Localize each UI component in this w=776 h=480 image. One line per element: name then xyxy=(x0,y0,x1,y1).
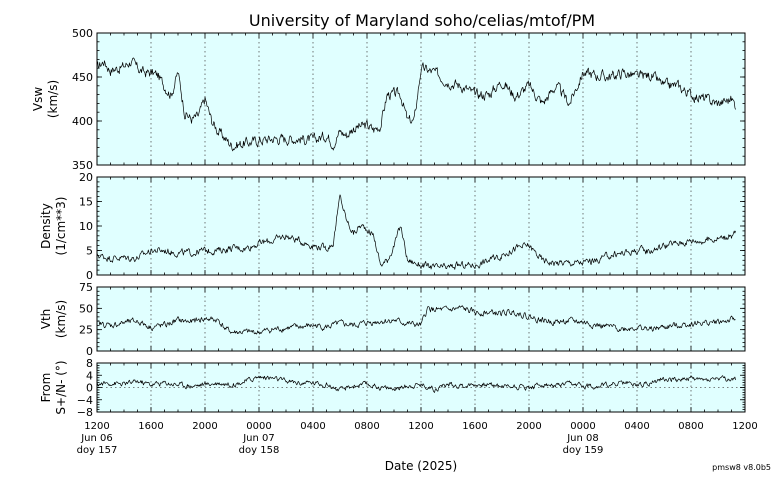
y-tick-label: −4 xyxy=(77,394,93,407)
y-axis-label-line: (km/s) xyxy=(54,300,68,338)
x-tick-label: 2000 xyxy=(516,421,541,432)
y-axis-label: Density(1/cm**3) xyxy=(39,197,68,256)
x-tick-label: 1600 xyxy=(138,421,163,432)
y-tick-label: 50 xyxy=(79,302,93,315)
panel-vsw: 350 400 450 500 Vsw(km/s) xyxy=(31,27,746,172)
x-tick-sublabel: doy 157 xyxy=(77,445,118,456)
x-tick-label: 0400 xyxy=(300,421,325,432)
y-tick-label: 25 xyxy=(79,324,93,337)
panel-vth: 0 25 50 75 Vth(km/s) xyxy=(39,281,746,358)
data-trace-from xyxy=(96,375,736,393)
y-tick-label: 350 xyxy=(72,159,93,172)
x-tick-label: 1200 xyxy=(84,421,109,432)
x-axis-label: Date (2025) xyxy=(385,459,457,473)
y-axis-label-line: (km/s) xyxy=(46,80,60,118)
x-tick-label: 0000 xyxy=(570,421,595,432)
y-tick-label: 15 xyxy=(79,196,93,209)
y-tick-label: 5 xyxy=(86,245,93,258)
x-tick-sublabel: doy 158 xyxy=(239,445,280,456)
y-tick-label: 75 xyxy=(79,281,93,294)
x-tick-sublabel: Jun 08 xyxy=(566,433,599,444)
data-trace-density xyxy=(96,194,736,270)
y-tick-label: 10 xyxy=(79,220,93,233)
x-tick-label: 1200 xyxy=(732,421,757,432)
chart-title: University of Maryland soho/celias/mtof/… xyxy=(249,11,595,30)
version-label: pmsw8 v8.0b5 xyxy=(712,463,771,472)
y-tick-label: 500 xyxy=(72,27,93,40)
y-axis-label: Vsw(km/s) xyxy=(31,80,60,118)
y-tick-label: 400 xyxy=(72,115,93,128)
y-tick-label: 0 xyxy=(86,382,93,395)
y-axis-label-line: Vsw xyxy=(31,87,45,111)
y-tick-label: 0 xyxy=(86,345,93,358)
x-tick-sublabel: Jun 06 xyxy=(80,433,113,444)
y-tick-label: −8 xyxy=(77,406,93,419)
y-axis-label-line: S+/N- (°) xyxy=(54,360,68,414)
x-tick-label: 1600 xyxy=(462,421,487,432)
data-trace-vsw xyxy=(96,57,736,152)
y-axis-label-line: (1/cm**3) xyxy=(54,197,68,256)
y-axis-label: FromS+/N- (°) xyxy=(39,360,68,414)
y-axis-label-line: Density xyxy=(39,203,53,249)
panels: 350400450500Vsw(km/s)05101520Density(1/c… xyxy=(31,27,746,419)
x-tick-label: 0800 xyxy=(354,421,379,432)
y-tick-label: 20 xyxy=(79,171,93,184)
x-tick-sublabel: Jun 07 xyxy=(242,433,275,444)
y-tick-label: 450 xyxy=(72,71,93,84)
x-tick-label: 2000 xyxy=(192,421,217,432)
y-axis-label: Vth(km/s) xyxy=(39,300,68,338)
y-axis-label-line: From xyxy=(39,373,53,403)
panel-density: 0 5 10 15 20 Density(1/cm**3) xyxy=(39,171,746,282)
y-axis-label-line: Vth xyxy=(39,309,53,330)
x-tick-label: 0400 xyxy=(624,421,649,432)
data-trace-vth xyxy=(96,305,736,335)
y-tick-label: 0 xyxy=(86,269,93,282)
plot-area xyxy=(96,32,746,166)
y-tick-label: 8 xyxy=(86,357,93,370)
x-tick-label: 1200 xyxy=(408,421,433,432)
x-tick-label: 0800 xyxy=(678,421,703,432)
x-tick-sublabel: doy 159 xyxy=(563,445,604,456)
x-tick-label: 0000 xyxy=(246,421,271,432)
y-tick-label: 4 xyxy=(86,369,93,382)
